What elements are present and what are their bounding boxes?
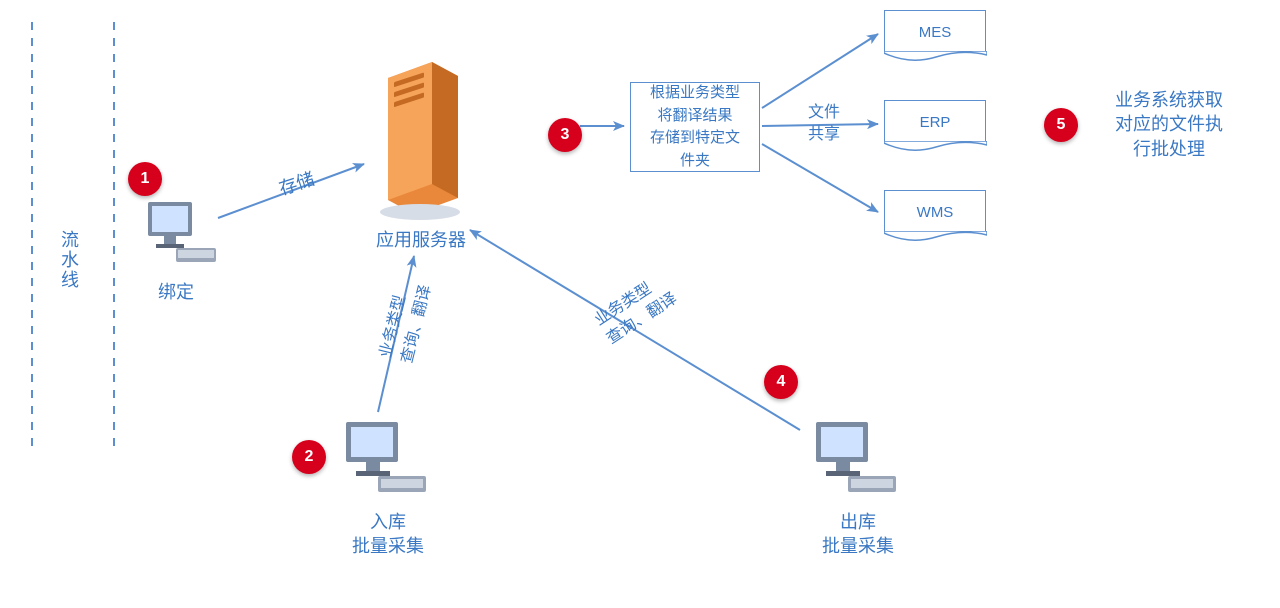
bind-pc-label: 绑定: [158, 280, 194, 304]
badge-4: 4: [764, 365, 798, 399]
bind-pc-icon: [142, 198, 220, 275]
inbound-pc-icon: [338, 418, 430, 505]
edge-folder-to-mes: [762, 34, 878, 108]
doc-mes: MES: [884, 10, 986, 53]
edge-label-inbound: 业务类型 查询、翻译: [375, 278, 436, 366]
badge-5: 5: [1044, 108, 1078, 142]
edge-folder-to-wms: [762, 144, 878, 212]
server-icon: [370, 48, 470, 233]
doc-erp-label: ERP: [920, 114, 951, 131]
folder-box: 根据业务类型 将翻译结果 存储到特定文 件夹: [630, 82, 760, 172]
doc-wms-label: WMS: [917, 204, 954, 221]
outbound-pc-icon: [808, 418, 900, 505]
pipeline-vlabel: 流水线: [56, 230, 82, 290]
doc-mes-label: MES: [919, 24, 952, 41]
badge-2: 2: [292, 440, 326, 474]
doc-wms: WMS: [884, 190, 986, 233]
server-label: 应用服务器: [376, 228, 466, 252]
badge-1: 1: [128, 162, 162, 196]
outbound-pc-label: 出库 批量采集: [808, 510, 908, 559]
doc-erp: ERP: [884, 100, 986, 143]
badge-3: 3: [548, 118, 582, 152]
edge-label-store: 存储: [276, 167, 318, 201]
edge-label-outbound: 业务类型 查询、翻译: [591, 270, 682, 350]
edge-label-fileshare: 文件 共享: [808, 102, 840, 145]
right-description: 业务系统获取 对应的文件执 行批处理: [1115, 88, 1223, 161]
inbound-pc-label: 入库 批量采集: [338, 510, 438, 559]
